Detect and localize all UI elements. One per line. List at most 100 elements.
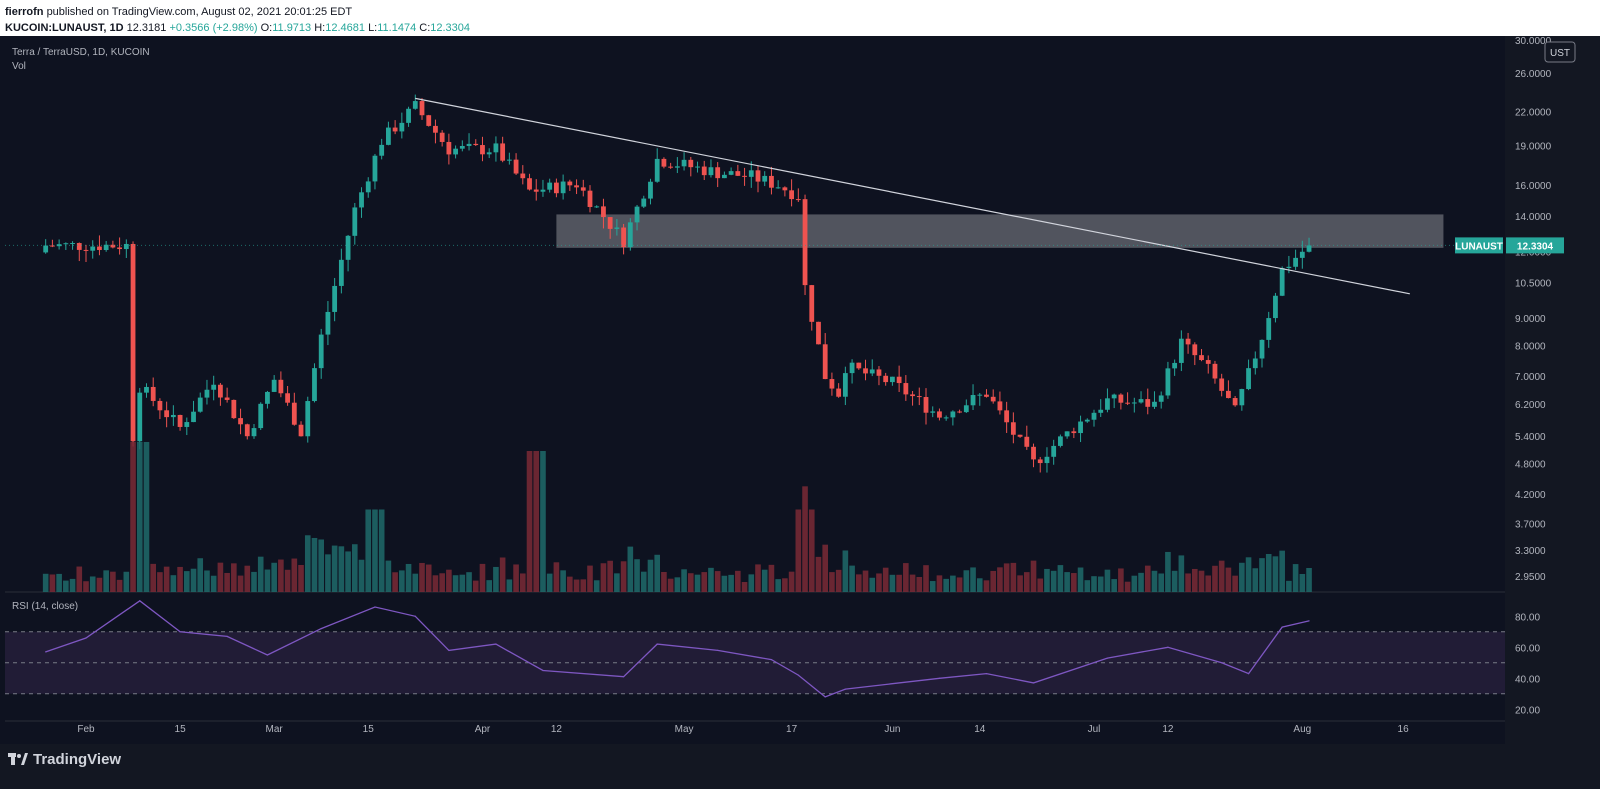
- candle-body[interactable]: [1071, 431, 1077, 434]
- candle-body[interactable]: [433, 125, 438, 133]
- candle-body[interactable]: [1239, 389, 1245, 406]
- candle-body[interactable]: [957, 411, 962, 413]
- candle-body[interactable]: [681, 159, 687, 167]
- candle-body[interactable]: [1044, 456, 1050, 464]
- rsi-line[interactable]: [45, 599, 1310, 698]
- candle-body[interactable]: [587, 190, 593, 207]
- candle-body[interactable]: [137, 392, 143, 442]
- candle-body[interactable]: [1138, 399, 1144, 403]
- candle-body[interactable]: [312, 368, 317, 402]
- candle-body[interactable]: [1299, 251, 1305, 258]
- candle-body[interactable]: [1178, 338, 1184, 363]
- candle-body[interactable]: [970, 395, 976, 406]
- candle-body[interactable]: [594, 206, 600, 208]
- candle-body[interactable]: [1199, 355, 1204, 361]
- candle-body[interactable]: [338, 259, 344, 286]
- candle-body[interactable]: [439, 132, 445, 142]
- candle-body[interactable]: [890, 376, 895, 383]
- candle-body[interactable]: [493, 143, 499, 153]
- candle-body[interactable]: [1232, 398, 1238, 406]
- candle-body[interactable]: [661, 158, 667, 167]
- candle-body[interactable]: [923, 397, 929, 413]
- currency-badge[interactable]: [1544, 41, 1576, 63]
- candle-body[interactable]: [735, 171, 741, 176]
- candle-body[interactable]: [1017, 434, 1023, 437]
- candle-body[interactable]: [211, 384, 217, 390]
- candle-body[interactable]: [110, 244, 116, 248]
- candle-body[interactable]: [1259, 339, 1265, 359]
- candle-body[interactable]: [648, 181, 653, 199]
- candle-body[interactable]: [1306, 245, 1312, 252]
- candle-body[interactable]: [1152, 401, 1157, 407]
- candle-body[interactable]: [789, 190, 794, 200]
- candle-body[interactable]: [728, 171, 734, 175]
- candle-body[interactable]: [1212, 363, 1218, 379]
- candle-body[interactable]: [782, 187, 788, 191]
- candle-body[interactable]: [453, 148, 458, 155]
- candle-body[interactable]: [822, 344, 828, 380]
- candle-body[interactable]: [990, 396, 996, 402]
- candle-body[interactable]: [742, 175, 747, 177]
- candle-body[interactable]: [184, 422, 190, 427]
- candle-body[interactable]: [1004, 410, 1010, 423]
- candle-body[interactable]: [379, 144, 385, 156]
- candle-body[interactable]: [1064, 431, 1070, 437]
- candle-body[interactable]: [1205, 360, 1211, 364]
- candle-body[interactable]: [1125, 402, 1130, 404]
- candle-body[interactable]: [809, 285, 815, 322]
- candle-body[interactable]: [802, 199, 808, 286]
- candle-body[interactable]: [554, 182, 559, 194]
- candle-body[interactable]: [278, 379, 284, 394]
- candle-body[interactable]: [1279, 268, 1285, 296]
- candle-body[interactable]: [943, 417, 949, 419]
- candle-body[interactable]: [1273, 295, 1278, 319]
- candle-body[interactable]: [446, 141, 452, 155]
- candle-body[interactable]: [392, 127, 398, 132]
- candle-body[interactable]: [1098, 409, 1104, 413]
- candle-body[interactable]: [480, 145, 485, 155]
- candle-body[interactable]: [849, 362, 855, 374]
- candle-body[interactable]: [325, 311, 331, 335]
- candle-body[interactable]: [372, 155, 378, 182]
- candle-body[interactable]: [506, 159, 512, 161]
- candle-body[interactable]: [419, 101, 425, 116]
- candle-body[interactable]: [76, 243, 82, 250]
- candle-body[interactable]: [621, 227, 626, 248]
- candle-body[interactable]: [1111, 394, 1117, 399]
- candle-body[interactable]: [231, 399, 237, 419]
- candle-body[interactable]: [1010, 422, 1016, 435]
- candle-body[interactable]: [164, 410, 170, 418]
- candle-body[interactable]: [103, 244, 109, 251]
- candle-body[interactable]: [359, 192, 364, 208]
- candle-body[interactable]: [688, 159, 694, 168]
- candle-body[interactable]: [70, 243, 75, 245]
- candle-body[interactable]: [1293, 257, 1298, 267]
- candle-body[interactable]: [1024, 436, 1030, 447]
- candle-body[interactable]: [547, 182, 553, 190]
- candle-body[interactable]: [251, 428, 257, 437]
- candle-body[interactable]: [916, 396, 922, 398]
- chart-canvas[interactable]: 30.0000 26.0000 22.0000 19.0000 16.0000 14.00…: [0, 36, 1600, 744]
- candle-body[interactable]: [170, 414, 176, 418]
- candle-body[interactable]: [1192, 344, 1198, 356]
- candle-body[interactable]: [345, 235, 351, 260]
- candle-body[interactable]: [654, 158, 660, 182]
- candle-body[interactable]: [56, 244, 62, 247]
- candle-body[interactable]: [668, 166, 674, 168]
- candle-body[interactable]: [123, 243, 129, 250]
- candle-body[interactable]: [150, 386, 156, 401]
- candle-body[interactable]: [1252, 358, 1258, 369]
- candle-body[interactable]: [63, 243, 69, 245]
- candle-body[interactable]: [1105, 398, 1110, 410]
- candle-body[interactable]: [842, 373, 848, 397]
- candle-body[interactable]: [527, 178, 532, 190]
- candle-body[interactable]: [218, 384, 223, 398]
- chart-area[interactable]: 30.0000 26.0000 22.0000 19.0000 16.0000 14.00…: [0, 36, 1600, 744]
- candle-body[interactable]: [197, 397, 203, 412]
- candle-body[interactable]: [473, 143, 479, 146]
- candle-body[interactable]: [520, 173, 526, 179]
- candle-body[interactable]: [1078, 421, 1083, 434]
- candle-body[interactable]: [224, 397, 230, 400]
- candle-body[interactable]: [795, 199, 801, 201]
- candle-body[interactable]: [271, 379, 277, 392]
